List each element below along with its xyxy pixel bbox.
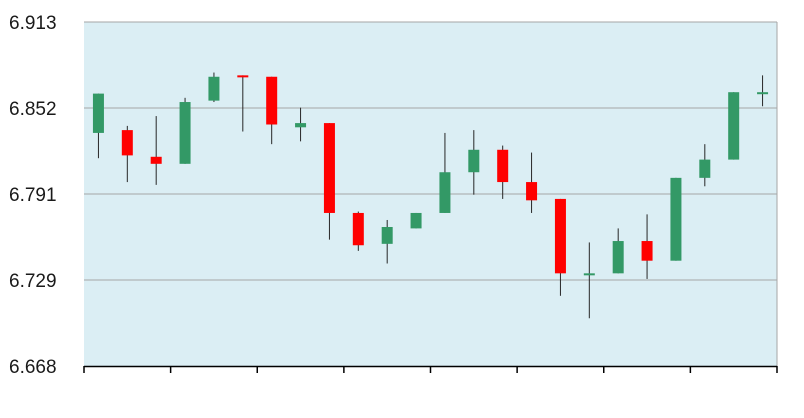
candle-body — [728, 92, 740, 160]
candle-body — [179, 102, 191, 164]
candle-body — [150, 156, 162, 164]
candle-body — [670, 177, 682, 261]
y-tick-label: 6.791 — [9, 185, 57, 206]
y-axis-labels: 6.913 6.852 6.791 6.729 6.668 — [9, 13, 57, 378]
candle-body — [92, 93, 104, 133]
gridlines — [84, 21, 778, 366]
y-tick-label: 6.668 — [9, 357, 57, 378]
candle-body — [295, 123, 307, 128]
candle-body — [237, 75, 249, 78]
candle-body — [554, 198, 566, 274]
candle-body — [266, 76, 278, 125]
candle-body — [497, 149, 509, 183]
x-axis — [83, 365, 778, 373]
candle-body — [526, 182, 538, 201]
candle-body — [323, 123, 335, 213]
candle-body — [757, 92, 769, 95]
candle-body — [208, 76, 220, 101]
y-tick-label: 6.729 — [9, 271, 57, 292]
y-tick-label: 6.913 — [9, 13, 57, 34]
candle-body — [641, 241, 653, 261]
y-tick-label: 6.852 — [9, 99, 57, 120]
candles — [92, 72, 769, 319]
candle-body — [381, 226, 393, 244]
candle-body — [410, 212, 422, 229]
candle-body — [121, 130, 133, 156]
candle-body — [699, 159, 711, 178]
candle-body — [439, 172, 451, 213]
candle-body — [583, 273, 595, 276]
candle-body — [612, 241, 624, 274]
candle-body — [352, 212, 364, 246]
candle-body — [468, 149, 480, 173]
